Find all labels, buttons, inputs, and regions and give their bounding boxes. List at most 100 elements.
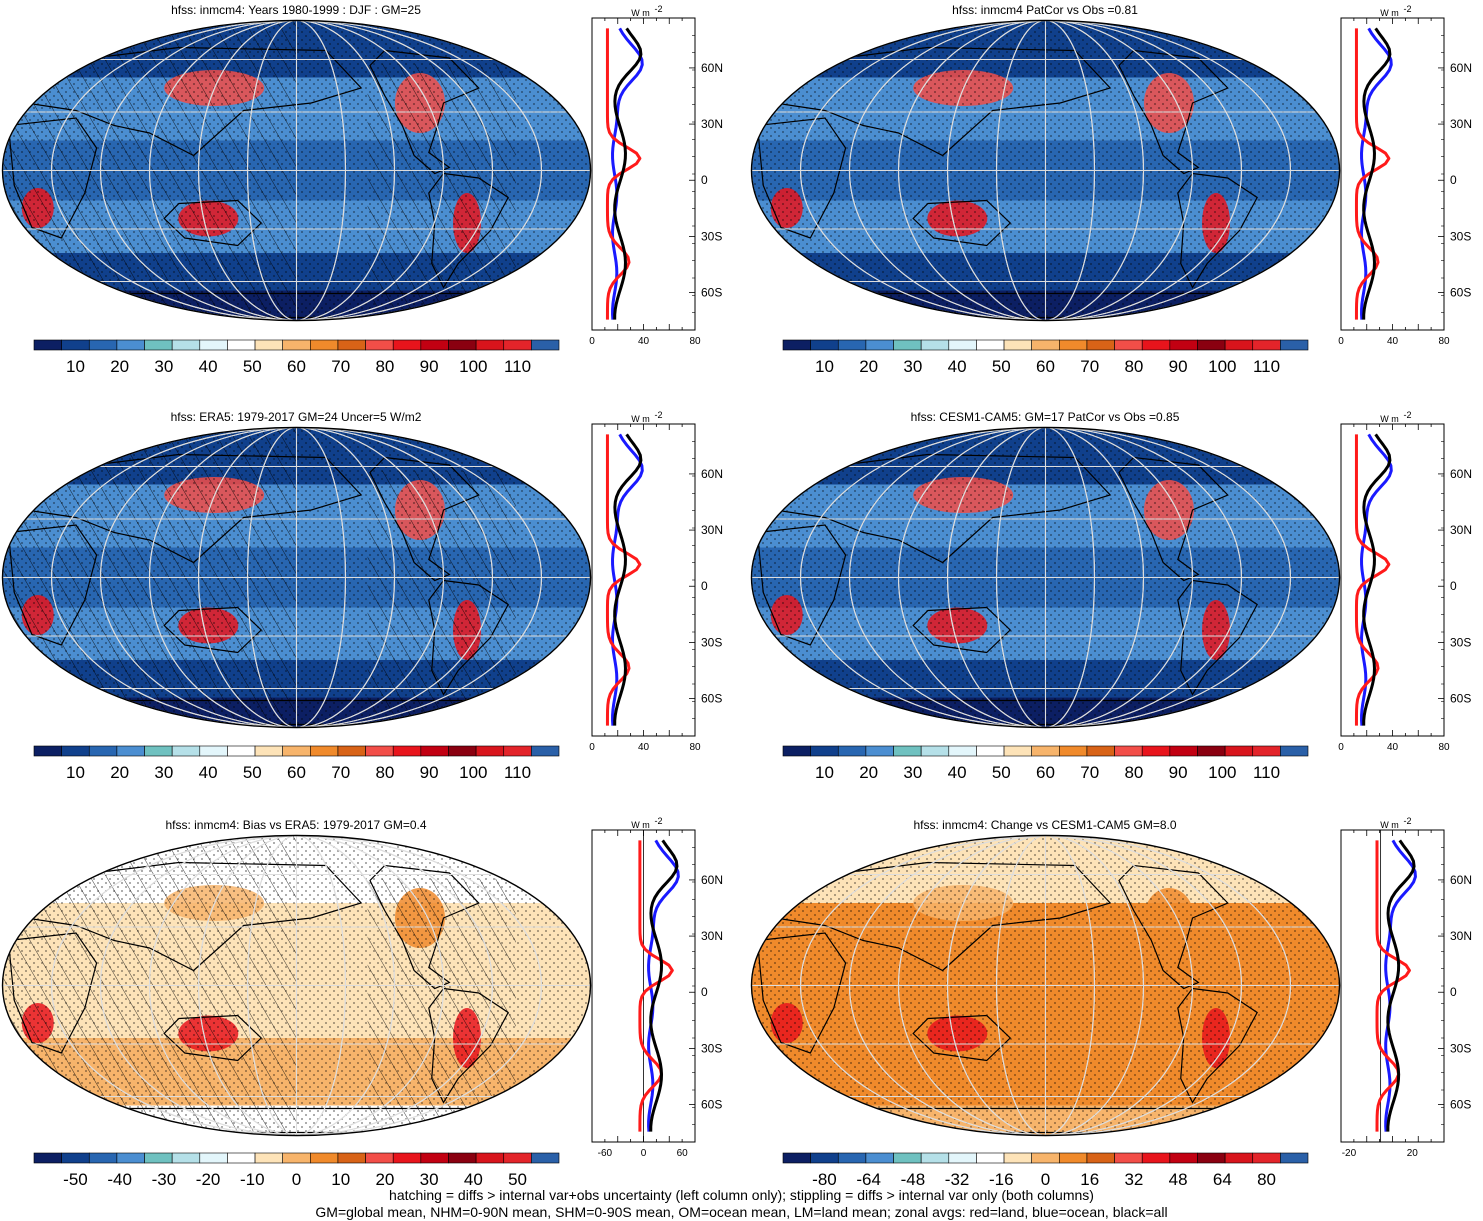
colorbar-swatch bbox=[1003, 339, 1032, 351]
colorbar-tick-label: 48 bbox=[1169, 1170, 1188, 1189]
colorbar-swatch bbox=[144, 745, 173, 757]
map-border bbox=[1, 426, 592, 729]
panel-4-zonal-mean-plot: W m -2 0 40 80 60N 30N 0 30S 60S bbox=[1338, 410, 1472, 753]
colorbar-swatch bbox=[88, 339, 118, 351]
colorbar-tick-label: 80 bbox=[1124, 763, 1143, 782]
colorbar-tick-label: 50 bbox=[992, 357, 1011, 376]
colorbar-swatch bbox=[531, 745, 560, 757]
zonal-all-curve bbox=[613, 433, 643, 726]
colorbar-tick-label: 30 bbox=[154, 357, 173, 376]
colorbar-swatch bbox=[227, 1152, 256, 1164]
colorbar-tick-label: 20 bbox=[110, 763, 129, 782]
colorbar-swatch bbox=[1059, 745, 1088, 757]
colorbar-tick-label: 40 bbox=[948, 357, 967, 376]
zonal-lat-label: 30S bbox=[1450, 635, 1471, 649]
panel-3-title: hfss: ERA5: 1979-2017 GM=24 Uncer=5 W/m2 bbox=[170, 410, 422, 424]
map-border bbox=[750, 19, 1341, 322]
colorbar-swatch bbox=[1086, 339, 1115, 351]
colorbar-swatch bbox=[199, 745, 228, 757]
colorbar-tick-label: 60 bbox=[1036, 357, 1055, 376]
zonal-x-tick-label: 0 bbox=[641, 1148, 647, 1159]
zonal-all-curve bbox=[649, 839, 679, 1132]
panel-6-colorbar: -80 -64 -48 -32 -16 0 16 32 48 64 80 bbox=[782, 1152, 1309, 1189]
colorbar-tick-label: 32 bbox=[1124, 1170, 1143, 1189]
colorbar-swatch bbox=[448, 745, 477, 757]
zonal-lat-label: 30N bbox=[701, 117, 723, 131]
colorbar-swatch bbox=[199, 1152, 228, 1164]
colorbar-tick-label: 40 bbox=[199, 763, 218, 782]
colorbar-tick-label: 80 bbox=[375, 763, 394, 782]
colorbar-swatch bbox=[837, 745, 867, 757]
zonal-x-tick-label: 60 bbox=[677, 1148, 689, 1159]
colorbar-swatch bbox=[254, 1152, 283, 1164]
zonal-lat-label: 30S bbox=[1450, 1041, 1471, 1055]
zonal-land-curve bbox=[1375, 840, 1411, 1132]
colorbar-swatch bbox=[199, 339, 228, 351]
colorbar-swatch bbox=[893, 1152, 922, 1164]
colorbar-tick-label: 20 bbox=[859, 357, 878, 376]
zonal-lat-label: 60N bbox=[1450, 467, 1472, 481]
colorbar-swatch bbox=[116, 745, 145, 757]
colorbar-swatch bbox=[116, 339, 145, 351]
colorbar-swatch bbox=[365, 1152, 394, 1164]
colorbar-tick-label: 10 bbox=[331, 1170, 350, 1189]
colorbar-tick-label: 64 bbox=[1213, 1170, 1232, 1189]
colorbar-swatch bbox=[1197, 1152, 1226, 1164]
colorbar-tick-label: 20 bbox=[859, 763, 878, 782]
zonal-lat-label: 30S bbox=[701, 1041, 722, 1055]
colorbar-tick-label: -32 bbox=[945, 1170, 970, 1189]
colorbar-swatch bbox=[392, 339, 422, 351]
footnote-line-2: GM=global mean, NHM=0-90N mean, SHM=0-90… bbox=[315, 1204, 1168, 1220]
colorbar-tick-label: 70 bbox=[1080, 357, 1099, 376]
colorbar-swatch bbox=[227, 745, 256, 757]
panel-2-map bbox=[750, 19, 1341, 322]
colorbar-swatch bbox=[920, 339, 950, 351]
colorbar-tick-label: -48 bbox=[901, 1170, 926, 1189]
zonal-lat-label: 0 bbox=[701, 985, 708, 999]
zonal-x-tick-label: 80 bbox=[689, 336, 701, 347]
colorbar-tick-label: 80 bbox=[1124, 357, 1143, 376]
colorbar-swatch bbox=[1252, 1152, 1281, 1164]
colorbar-swatch bbox=[61, 339, 90, 351]
zonal-ocean-curve bbox=[1360, 433, 1393, 726]
colorbar-swatch bbox=[420, 745, 449, 757]
colorbar-swatch bbox=[1280, 339, 1309, 351]
colorbar-tick-label: 60 bbox=[287, 357, 306, 376]
colorbar-swatch bbox=[254, 339, 283, 351]
zonal-ocean-curve bbox=[1360, 27, 1393, 320]
zonal-lat-label: 60N bbox=[1450, 873, 1472, 887]
zonal-lat-label: 0 bbox=[1450, 985, 1457, 999]
zonal-all-curve bbox=[613, 27, 643, 320]
colorbar-swatch bbox=[503, 339, 532, 351]
panel-3-map bbox=[1, 426, 592, 729]
zonal-lat-label: 60S bbox=[701, 692, 722, 706]
colorbar-tick-label: 50 bbox=[508, 1170, 527, 1189]
panel-1-title: hfss: inmcm4: Years 1980-1999 : DJF : GM… bbox=[171, 3, 421, 17]
colorbar-swatch bbox=[948, 745, 977, 757]
colorbar-swatch bbox=[1197, 745, 1226, 757]
colorbar-tick-label: 80 bbox=[375, 357, 394, 376]
colorbar-swatch bbox=[1224, 1152, 1254, 1164]
colorbar-tick-label: 40 bbox=[464, 1170, 483, 1189]
colorbar-swatch bbox=[865, 745, 894, 757]
colorbar-tick-label: 30 bbox=[420, 1170, 439, 1189]
zonal-lat-label: 60S bbox=[701, 286, 722, 300]
colorbar-swatch bbox=[920, 745, 950, 757]
colorbar-tick-label: 50 bbox=[992, 763, 1011, 782]
colorbar-swatch bbox=[893, 339, 922, 351]
zonal-lat-label: 30N bbox=[701, 523, 723, 537]
colorbar-swatch bbox=[1141, 1152, 1171, 1164]
colorbar-swatch bbox=[1252, 339, 1281, 351]
zonal-lat-label: 0 bbox=[701, 579, 708, 593]
colorbar-tick-label: -16 bbox=[989, 1170, 1014, 1189]
zonal-unit-superscript: -2 bbox=[1404, 816, 1412, 826]
zonal-lat-label: 0 bbox=[1450, 173, 1457, 187]
colorbar-swatch bbox=[392, 1152, 422, 1164]
colorbar-swatch bbox=[475, 339, 505, 351]
colorbar-swatch bbox=[1031, 1152, 1060, 1164]
colorbar-tick-label: 60 bbox=[1036, 763, 1055, 782]
colorbar-swatch bbox=[782, 1152, 811, 1164]
colorbar-tick-label: 10 bbox=[66, 763, 85, 782]
panel-5-colorbar: -50 -40 -30 -20 -10 0 10 20 30 40 50 bbox=[33, 1152, 560, 1189]
colorbar-swatch bbox=[1169, 1152, 1198, 1164]
